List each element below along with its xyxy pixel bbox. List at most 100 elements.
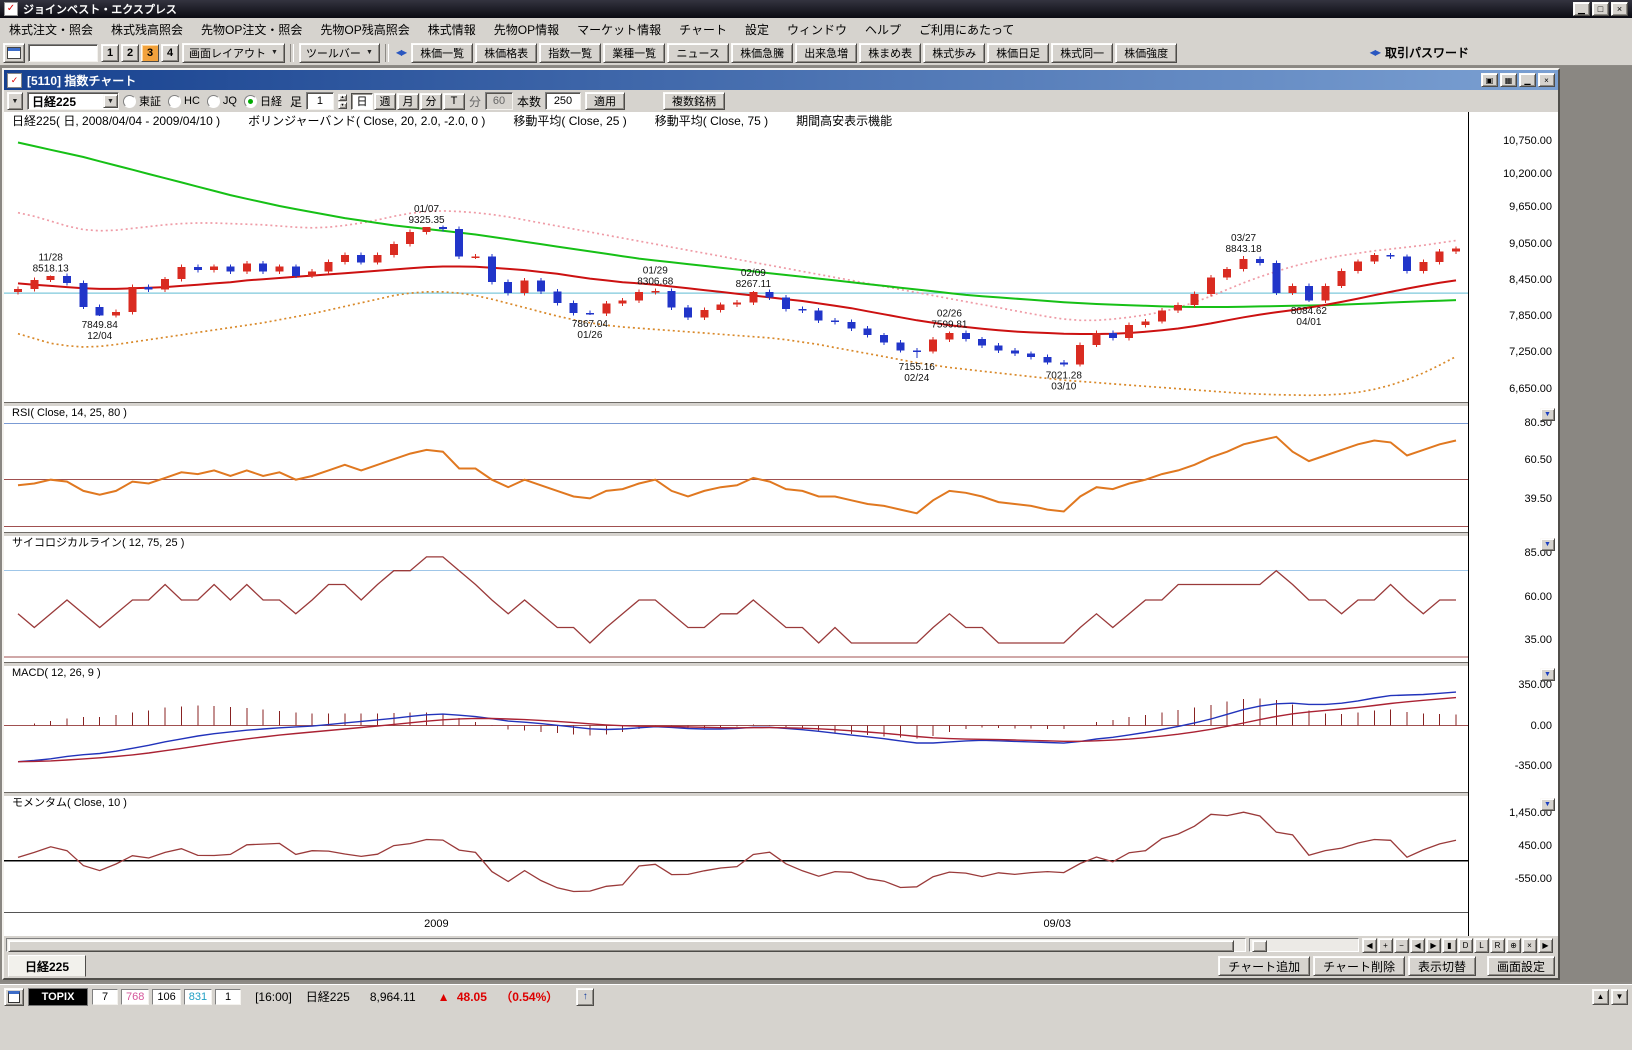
status-count: 768 — [121, 988, 150, 1005]
window-minimize-button[interactable]: ▁ — [1519, 73, 1536, 87]
layout-grid-button[interactable] — [3, 42, 25, 63]
period-button-日[interactable]: 日 — [350, 92, 373, 110]
menu-item[interactable]: 株式情報 — [427, 22, 476, 37]
layout-button-2[interactable]: 2 — [121, 43, 139, 62]
status-window-button[interactable] — [4, 987, 24, 1006]
magnifier-button[interactable]: ⊕ — [1506, 937, 1521, 953]
scroll-first-button[interactable]: ◀ — [1362, 937, 1377, 953]
indicator-select-button[interactable]: ▼ — [1540, 668, 1555, 681]
layout-button-4[interactable]: 4 — [161, 43, 179, 62]
add-chart-button[interactable]: チャート追加 — [1218, 956, 1311, 976]
layout-button-1[interactable]: 1 — [101, 43, 119, 62]
psychological-line-plot[interactable] — [4, 550, 1468, 662]
scroll-last-button[interactable]: ▶ — [1538, 937, 1553, 953]
menu-item[interactable]: ウィンドウ — [787, 22, 848, 37]
app-close-button[interactable]: × — [1611, 2, 1628, 16]
radio-JQ[interactable] — [206, 94, 220, 108]
period-button-週[interactable]: 週 — [373, 92, 396, 110]
scroll-left-button[interactable]: ◀ — [1410, 937, 1425, 953]
menu-item[interactable]: 先物OP注文・照会 — [201, 22, 303, 37]
period-button-月[interactable]: 月 — [396, 92, 419, 110]
zoom-in-button[interactable]: + — [1378, 937, 1393, 953]
quick-button-7[interactable]: 出来急増 — [795, 42, 858, 63]
radio-東証[interactable] — [123, 94, 136, 108]
toolbar-input[interactable] — [28, 43, 98, 62]
menu-item[interactable]: 先物OP情報 — [493, 22, 560, 37]
bar-unit-input[interactable] — [305, 92, 334, 110]
zoom-slider[interactable] — [1249, 938, 1359, 952]
chart-menu-button[interactable]: ▼ — [7, 92, 23, 110]
trade-password-label[interactable]: 取引パスワード — [1384, 46, 1469, 60]
chevron-down-icon: ▼ — [271, 49, 278, 56]
menu-item[interactable]: マーケット情報 — [577, 22, 662, 37]
screen-settings-button[interactable]: 画面設定 — [1486, 956, 1555, 976]
axis-label: 350.00 — [1518, 678, 1552, 691]
svg-text:8306.68: 8306.68 — [637, 277, 674, 288]
symbol-dropdown-button[interactable]: ▼ — [103, 94, 118, 108]
quick-button-11[interactable]: 株式同一 — [1051, 42, 1114, 63]
apply-button[interactable]: 適用 — [585, 92, 625, 110]
quick-button-6[interactable]: 株価急騰 — [731, 42, 794, 63]
tab-nikkei225[interactable]: 日経225 — [8, 955, 86, 977]
stepper-down-icon[interactable]: ▼ — [337, 101, 347, 109]
quick-button-4[interactable]: 業種一覧 — [603, 42, 666, 63]
bar-unit-stepper[interactable]: ▲ ▼ — [337, 93, 347, 109]
chart-window-title: [5110] 指数チャート — [27, 73, 137, 88]
play-button[interactable]: ▮ — [1442, 937, 1457, 953]
app-maximize-button[interactable]: □ — [1592, 2, 1609, 16]
quick-button-9[interactable]: 株式歩み — [923, 42, 986, 63]
quote-detail-button[interactable]: ↑ — [576, 987, 595, 1006]
rsi-plot[interactable] — [4, 420, 1468, 532]
toggle-view-button[interactable]: 表示切替 — [1407, 956, 1476, 976]
zoom-out-button[interactable]: − — [1394, 937, 1409, 953]
menu-item[interactable]: ヘルプ — [865, 22, 902, 37]
chart-info-segment: 日経225( 日, 2008/04/04 - 2009/04/10 ) — [12, 113, 221, 128]
quick-button-8[interactable]: 株まめ表 — [859, 42, 922, 63]
menu-item[interactable]: 株式注文・照会 — [9, 22, 94, 37]
close-button[interactable]: × — [1522, 937, 1537, 953]
indicator-select-button[interactable]: ▼ — [1540, 798, 1555, 811]
quick-button-12[interactable]: 株価強度 — [1115, 42, 1178, 63]
period-button-分[interactable]: 分 — [419, 92, 442, 110]
horizontal-scrollbar[interactable] — [6, 938, 1246, 952]
screen-layout-dropdown[interactable]: 画面レイアウト ▼ — [182, 42, 285, 63]
quick-button-5[interactable]: ニュース — [667, 42, 730, 63]
app-minimize-button[interactable]: ▁ — [1573, 2, 1590, 16]
stepper-up-icon[interactable]: ▲ — [337, 93, 347, 101]
scrollbar-thumb[interactable] — [8, 940, 1234, 952]
menu-item[interactable]: 株式残高照会 — [111, 22, 184, 37]
window-restore-button[interactable]: ▣ — [1481, 73, 1498, 87]
status-scroll-up-button[interactable]: ▲ — [1592, 988, 1609, 1005]
remove-chart-button[interactable]: チャート削除 — [1313, 956, 1405, 976]
bar-count-input[interactable] — [545, 92, 581, 110]
window-tile-button[interactable]: ▦ — [1500, 73, 1517, 87]
macd-plot[interactable] — [4, 680, 1468, 792]
scroll-right-button[interactable]: ▶ — [1426, 937, 1441, 953]
quick-button-3[interactable]: 指数一覧 — [539, 42, 602, 63]
quick-button-10[interactable]: 株価日足 — [987, 42, 1050, 63]
indicator-select-button[interactable]: ▼ — [1540, 538, 1555, 551]
l-button[interactable]: L — [1474, 937, 1489, 953]
quick-button-1[interactable]: 株価一覧 — [411, 42, 474, 63]
symbol-select[interactable]: 日経225 ▼ — [27, 92, 119, 110]
toolbar-dropdown[interactable]: ツールバー ▼ — [298, 42, 380, 63]
multi-symbol-button[interactable]: 複数銘柄 — [663, 92, 725, 110]
index-selector[interactable]: TOPIX — [28, 987, 88, 1006]
r-button[interactable]: R — [1490, 937, 1505, 953]
menu-item[interactable]: チャート — [679, 22, 727, 37]
radio-HC[interactable] — [168, 94, 181, 108]
menu-item[interactable]: 先物OP残高照会 — [320, 22, 410, 37]
layout-button-3[interactable]: 3 — [141, 43, 159, 62]
window-close-button[interactable]: × — [1538, 73, 1555, 87]
radio-日経[interactable] — [243, 94, 257, 108]
menu-item[interactable]: ご利用にあたって — [919, 22, 1015, 37]
momentum-plot[interactable] — [4, 810, 1468, 912]
zoom-slider-thumb[interactable] — [1252, 940, 1267, 952]
quick-button-2[interactable]: 株価格表 — [475, 42, 538, 63]
indicator-select-button[interactable]: ▼ — [1540, 408, 1555, 421]
period-button-T[interactable]: T — [442, 92, 465, 110]
d-button[interactable]: D — [1458, 937, 1473, 953]
status-scroll-down-button[interactable]: ▼ — [1611, 988, 1628, 1005]
menu-item[interactable]: 設定 — [744, 22, 769, 37]
